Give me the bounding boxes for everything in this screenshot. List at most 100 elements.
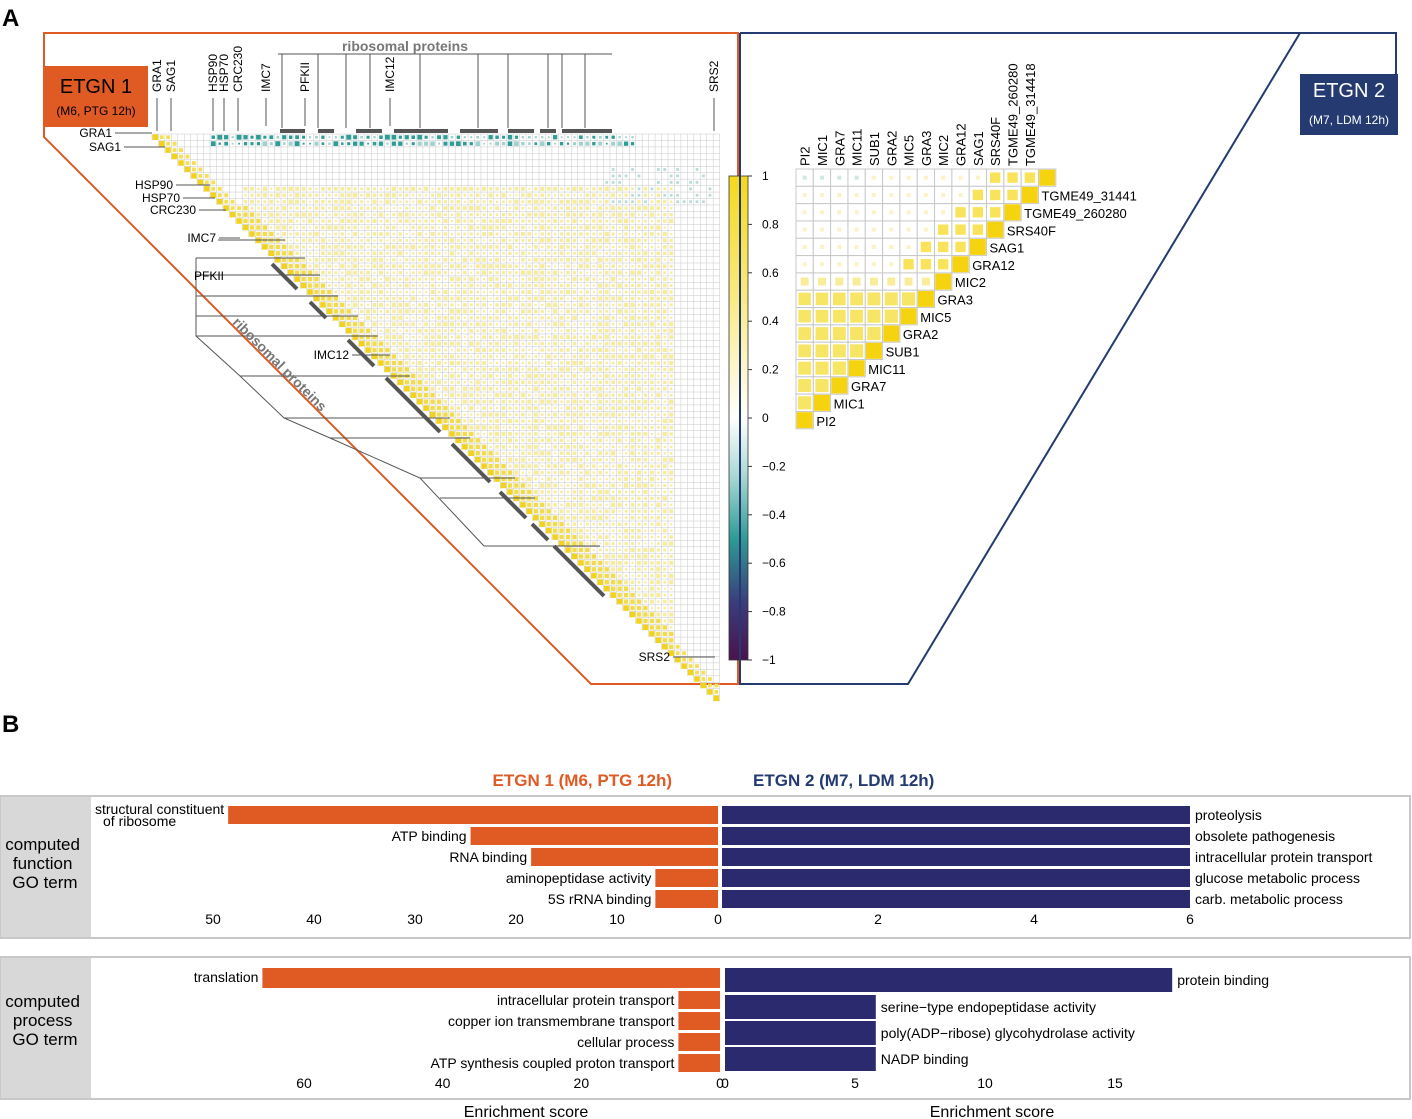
heatmap1-cell (256, 231, 261, 237)
heatmap1-cell (521, 361, 524, 364)
heatmap1-cell (418, 323, 421, 326)
heatmap1-cell (598, 232, 602, 236)
heatmap1-cell (611, 283, 615, 288)
heatmap1-cell (650, 535, 654, 539)
heatmap1-cell (649, 476, 654, 482)
heatmap1-cell (437, 245, 441, 249)
heatmap1-cell (340, 309, 345, 314)
heatmap1-cell (701, 677, 706, 681)
heatmap1-cell (483, 252, 486, 255)
heatmap1-cell (650, 271, 654, 274)
heatmap1-cell (360, 200, 364, 204)
heatmap1-cell (494, 470, 500, 475)
heatmap1-cell (586, 316, 589, 319)
ribosome-cluster-diag-bar (530, 522, 550, 542)
heatmap1-cell (444, 310, 447, 313)
heatmap2-cell (972, 224, 984, 235)
heatmap1-cell (417, 380, 422, 385)
heatmap1-cell (514, 432, 518, 436)
heatmap1-cell (494, 283, 500, 288)
ribosomal-proteins-top-label: ribosomal proteins (342, 38, 468, 54)
heatmap1-cell (462, 303, 467, 307)
heatmap1-cell (566, 386, 570, 391)
heatmap1-cell (450, 336, 454, 339)
heatmap1-cell (456, 322, 460, 326)
heatmap1-cell (566, 439, 570, 442)
heatmap1-cell (515, 426, 518, 429)
heatmap1-cell (540, 509, 545, 514)
heatmap1-cell (617, 186, 622, 191)
heatmap1-cell (592, 290, 595, 294)
heatmap1-cell (656, 593, 661, 598)
heatmap1-cell (552, 322, 558, 327)
heatmap1-cell (585, 432, 590, 436)
heatmap2-cell (972, 189, 984, 201)
heatmap1-cell (210, 192, 217, 199)
heatmap1-cell (552, 425, 558, 430)
heatmap1-cell (502, 361, 505, 364)
ribosome-cluster-diag-bar (270, 262, 299, 291)
heatmap1-cell (644, 581, 647, 584)
heatmap1-cell (502, 232, 505, 236)
heatmap1-cell (469, 316, 473, 320)
heatmap1-cell (489, 213, 493, 217)
heatmap1-cell (669, 200, 673, 203)
heatmap1-cell (612, 219, 615, 223)
heatmap1-cell (527, 489, 532, 495)
heatmap1-cell (566, 283, 570, 288)
heatmap1-cell (495, 374, 499, 378)
heatmap1-cell (366, 187, 370, 191)
heatmap1-cell (649, 547, 655, 553)
heatmap1-cell (488, 341, 493, 346)
heatmap1-cell (644, 200, 647, 204)
heatmap1-cell (573, 226, 576, 229)
heatmap1-cell (495, 316, 499, 320)
heatmap1-cell (501, 238, 506, 243)
heatmap1-cell (515, 284, 518, 287)
heatmap1-cell (547, 193, 551, 197)
heatmap1-cell (566, 465, 570, 468)
heatmap1-cell (663, 394, 666, 397)
heatmap1-cell (314, 264, 319, 269)
heatmap1-cell (385, 225, 389, 230)
heatmap1-cell (515, 310, 518, 313)
heatmap1-cell (398, 335, 403, 340)
heatmap1-cell (340, 199, 345, 204)
heatmap1-cell (449, 393, 455, 398)
heatmap1-cell (578, 212, 583, 217)
heatmap1-cell (392, 341, 396, 346)
heatmap1-cell (495, 193, 499, 197)
heatmap1-cell (321, 258, 325, 262)
heatmap1-cell (631, 219, 634, 223)
heatmap1-cell (391, 141, 397, 146)
heatmap1-cell (398, 322, 403, 327)
heatmap1-cell (540, 438, 544, 443)
heatmap1-cell (637, 426, 641, 429)
heatmap1-cell (624, 309, 628, 314)
heatmap1-cell (507, 393, 513, 398)
heatmap1-cell (424, 322, 429, 327)
heatmap1-cell (507, 134, 513, 140)
heatmap1-cell (559, 509, 564, 514)
heatmap2-cell (798, 309, 811, 323)
heatmap1-cell (617, 554, 622, 559)
heatmap1-cell (462, 290, 467, 294)
heatmap1-cell (649, 631, 655, 637)
heatmap1-cell (443, 206, 448, 211)
heatmap1-cell (637, 342, 641, 346)
heatmap1-cell (611, 400, 615, 404)
heatmap1-cell (521, 342, 525, 345)
heatmap1-cell (586, 490, 589, 494)
heatmap1-cell (657, 536, 660, 539)
heatmap1-cell (566, 257, 570, 262)
heatmap1-cell (430, 386, 435, 391)
heatmap2-cell (871, 192, 876, 197)
heatmap1-cell (476, 310, 479, 313)
heatmap1-cell (670, 503, 673, 507)
heatmap1-cell (230, 199, 235, 204)
heatmap1-cell (437, 354, 441, 359)
bar-etgn1 (678, 1012, 720, 1030)
heatmap1-cell (514, 238, 518, 242)
heatmap1-cell (469, 399, 473, 404)
heatmap1-cell (597, 579, 604, 586)
